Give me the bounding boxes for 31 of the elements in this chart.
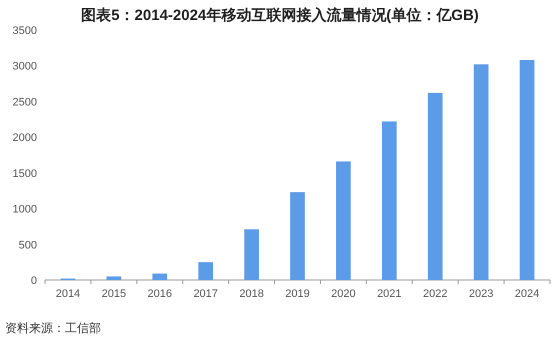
x-tick-label: 2024 [514,288,540,300]
x-tick-label: 2022 [422,288,448,300]
x-tick-label: 2023 [468,288,494,300]
y-tick-label: 2000 [12,132,37,144]
y-tick-label: 1000 [12,204,37,216]
y-tick-label: 500 [18,239,37,252]
bar [428,92,443,280]
bar [520,60,534,280]
bar [474,64,488,280]
x-tick-label: 2017 [193,288,218,300]
chart-title: 图表5：2014-2024年移动互联网接入流量情况(单位：亿GB) [81,6,479,24]
x-tick-label: 2016 [148,288,172,300]
y-tick-label: 3000 [12,60,37,73]
bar [336,161,351,280]
x-tick-label: 2021 [377,288,402,300]
x-tick-label: 2019 [285,288,310,300]
y-tick-label: 1500 [12,168,37,180]
x-tick-label: 2014 [56,288,80,300]
text: 资料来源：工信部 [5,321,101,335]
bar [244,229,259,280]
bar [382,121,397,280]
x-tick-label: 2018 [239,288,264,300]
bar [198,262,214,280]
x-tick-label: 2020 [331,288,356,300]
y-tick-label: 0 [30,275,37,287]
x-tick-label: 2015 [102,288,126,300]
y-tick-label: 3500 [12,25,37,37]
bar [152,274,168,280]
bar [290,192,305,280]
y-tick-label: 2500 [12,96,37,108]
bar [106,276,122,280]
